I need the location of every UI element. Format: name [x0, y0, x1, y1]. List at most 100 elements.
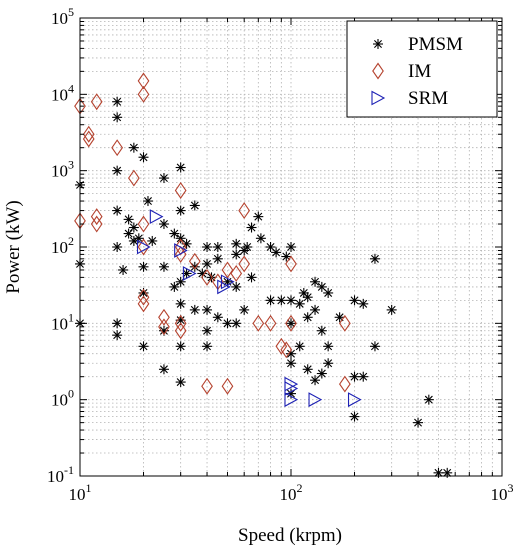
point-pmsm — [123, 228, 134, 239]
point-pmsm — [138, 341, 149, 352]
point-pmsm — [253, 211, 264, 222]
y-tick-labels: 10-1 100 101 102 103 104 105 — [47, 5, 74, 486]
legend-marker-im — [372, 62, 384, 80]
point-pmsm — [158, 325, 169, 336]
point-pmsm — [189, 304, 200, 315]
point-pmsm — [175, 162, 186, 173]
point-pmsm — [323, 358, 334, 369]
point-im — [252, 314, 265, 332]
point-pmsm — [175, 377, 186, 388]
point-pmsm — [265, 295, 276, 306]
point-srm — [149, 209, 164, 225]
point-pmsm — [316, 281, 327, 292]
point-pmsm — [231, 249, 242, 260]
point-pmsm — [286, 318, 296, 329]
point-pmsm — [158, 364, 169, 375]
point-pmsm — [302, 364, 313, 375]
point-pmsm — [112, 112, 123, 123]
point-pmsm — [169, 281, 180, 292]
point-pmsm — [239, 304, 250, 315]
y-tick-label: 10-1 — [47, 463, 74, 486]
point-pmsm — [138, 152, 149, 163]
point-pmsm — [128, 142, 139, 153]
y-tick-label: 105 — [51, 5, 74, 28]
point-pmsm — [310, 276, 321, 287]
point-srm — [284, 392, 299, 408]
point-pmsm — [334, 312, 345, 323]
point-im — [90, 215, 103, 233]
point-pmsm — [138, 261, 149, 272]
x-axis-title: Speed (krpm) — [238, 525, 342, 546]
y-tick-label: 102 — [51, 234, 74, 257]
point-im — [111, 139, 124, 157]
y-tick-label: 104 — [51, 81, 74, 104]
point-im — [82, 125, 95, 143]
y-tick-label: 103 — [51, 158, 74, 181]
y-tick-label: 100 — [51, 387, 74, 410]
point-pmsm — [112, 318, 123, 329]
point-pmsm — [158, 261, 169, 272]
series-srm — [136, 209, 362, 408]
legend: PMSM IM SRM — [346, 20, 498, 118]
point-pmsm — [276, 295, 287, 306]
point-im — [174, 238, 187, 256]
point-im — [82, 130, 95, 148]
point-pmsm — [202, 325, 213, 336]
point-im — [174, 322, 187, 340]
series-im — [74, 72, 351, 395]
legend-marker-srm — [371, 90, 386, 106]
point-pmsm — [212, 242, 223, 252]
point-pmsm — [189, 200, 200, 211]
point-im — [221, 261, 234, 279]
point-pmsm — [118, 264, 129, 275]
point-pmsm — [246, 272, 257, 283]
point-pmsm — [310, 375, 321, 386]
point-pmsm — [302, 292, 313, 303]
point-im — [338, 375, 351, 393]
point-im — [238, 255, 251, 273]
point-pmsm — [369, 253, 380, 264]
point-pmsm — [323, 287, 334, 298]
point-pmsm — [386, 304, 397, 315]
point-srm — [347, 392, 362, 408]
point-im — [221, 377, 234, 395]
point-srm — [308, 392, 323, 408]
point-im — [158, 318, 170, 336]
point-pmsm — [302, 312, 313, 323]
point-im — [90, 93, 103, 111]
point-pmsm — [133, 233, 144, 244]
point-pmsm — [231, 318, 242, 329]
point-pmsm — [316, 325, 327, 336]
point-pmsm — [202, 258, 213, 269]
point-pmsm — [175, 276, 186, 287]
point-pmsm — [316, 368, 327, 379]
point-im — [338, 314, 351, 332]
point-pmsm — [112, 330, 123, 341]
point-pmsm — [294, 341, 305, 352]
point-srm — [174, 243, 188, 258]
point-im — [137, 288, 150, 306]
point-im — [137, 295, 150, 313]
y-tick-label: 101 — [51, 310, 74, 333]
point-pmsm — [442, 467, 453, 478]
point-pmsm — [423, 394, 434, 405]
point-pmsm — [175, 341, 186, 352]
point-im — [127, 169, 140, 187]
point-im — [137, 85, 150, 103]
point-pmsm — [349, 411, 360, 422]
point-pmsm — [169, 228, 180, 239]
point-srm — [217, 279, 231, 295]
point-im — [280, 341, 293, 359]
point-pmsm — [349, 371, 360, 382]
axis-ticks — [79, 17, 503, 477]
point-pmsm — [271, 247, 282, 258]
point-pmsm — [112, 205, 123, 216]
point-pmsm — [112, 242, 123, 252]
point-pmsm — [202, 242, 213, 252]
point-pmsm — [123, 214, 134, 225]
point-pmsm — [349, 295, 360, 306]
point-pmsm — [286, 295, 296, 306]
point-pmsm — [128, 222, 139, 233]
point-pmsm — [239, 245, 250, 256]
